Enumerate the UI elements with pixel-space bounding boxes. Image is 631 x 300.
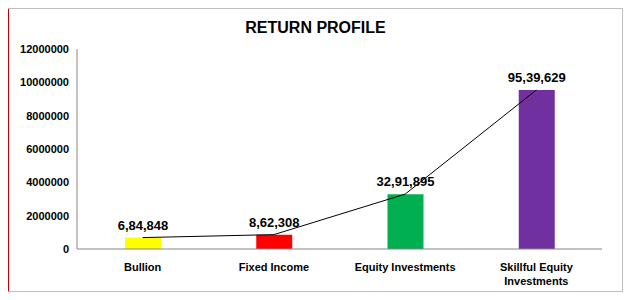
svg-text:12000000: 12000000: [20, 43, 69, 55]
html-text:RETURN PROFILE: RETURN PROFILE: [245, 19, 386, 36]
svg-text:Fixed Income: Fixed Income: [239, 261, 309, 273]
svg-text:6000000: 6000000: [26, 143, 69, 155]
svg-text:0: 0: [63, 243, 69, 255]
svg-text:8000000: 8000000: [26, 110, 69, 122]
svg-text:4000000: 4000000: [26, 176, 69, 188]
svg-text:6,84,848: 6,84,848: [118, 218, 169, 233]
svg-text:Skillful EquityInvestments: Skillful EquityInvestments: [500, 261, 574, 287]
svg-text:Bullion: Bullion: [124, 261, 162, 273]
svg-text:95,39,629: 95,39,629: [508, 70, 566, 85]
svg-text:2000000: 2000000: [26, 210, 69, 222]
svg-text:Equity Investments: Equity Investments: [355, 261, 456, 273]
svg-text:32,91,895: 32,91,895: [377, 174, 435, 189]
svg-text:8,62,308: 8,62,308: [249, 215, 300, 230]
svg-text:10000000: 10000000: [20, 76, 69, 88]
